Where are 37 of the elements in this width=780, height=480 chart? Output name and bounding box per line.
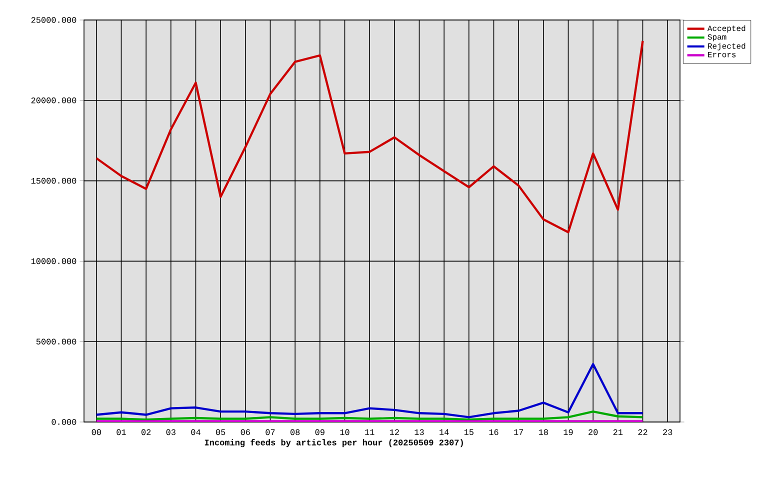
legend-label: Spam	[708, 34, 726, 42]
x-tick-label: 12	[390, 429, 399, 435]
y-tick-label: 0.000	[52, 419, 76, 425]
legend-label: Accepted	[707, 25, 746, 33]
x-tick-label: 17	[514, 429, 524, 435]
x-tick-label: 07	[266, 429, 275, 436]
legend-label: Errors	[708, 52, 736, 58]
y-tick-label: 15000.000	[31, 178, 76, 184]
x-tick-label: 06	[240, 429, 250, 436]
x-tick-label: 05	[216, 429, 226, 436]
x-tick-label: 14	[440, 429, 449, 435]
x-tick-label: 01	[116, 429, 126, 436]
y-tick-label: 5000.000	[36, 338, 76, 344]
line-series	[95, 363, 644, 418]
y-tick-label: 20000.000	[31, 98, 76, 104]
x-tick-label: 21	[613, 429, 623, 435]
x-tick-label: 20	[588, 429, 598, 436]
y-tick-label: 10000.000	[31, 258, 76, 264]
x-axis-title: Incoming feeds by articles per hour (20250509 2307)	[204, 439, 463, 448]
x-tick-label: 04	[191, 429, 200, 436]
x-tick-label: 13	[414, 429, 424, 436]
x-tick-label: 08	[290, 429, 300, 436]
legend-label: Rejected	[708, 42, 746, 50]
x-tick-label: 00	[92, 429, 101, 436]
line-series	[95, 40, 644, 234]
x-tick-label: 10	[340, 429, 350, 436]
x-tick-label: 11	[365, 429, 374, 435]
y-tick-label: 25000.000	[31, 17, 76, 23]
x-tick-label: 02	[142, 429, 151, 436]
x-tick-label: 22	[638, 429, 648, 435]
x-tick-label: 23	[663, 429, 672, 436]
x-tick-label: 09	[315, 429, 324, 436]
x-tick-label: 03	[166, 429, 176, 436]
x-tick-label: 15	[464, 429, 474, 435]
x-tick-label: 19	[564, 429, 573, 436]
x-tick-label: 16	[489, 429, 498, 436]
x-tick-label: 18	[538, 429, 548, 436]
